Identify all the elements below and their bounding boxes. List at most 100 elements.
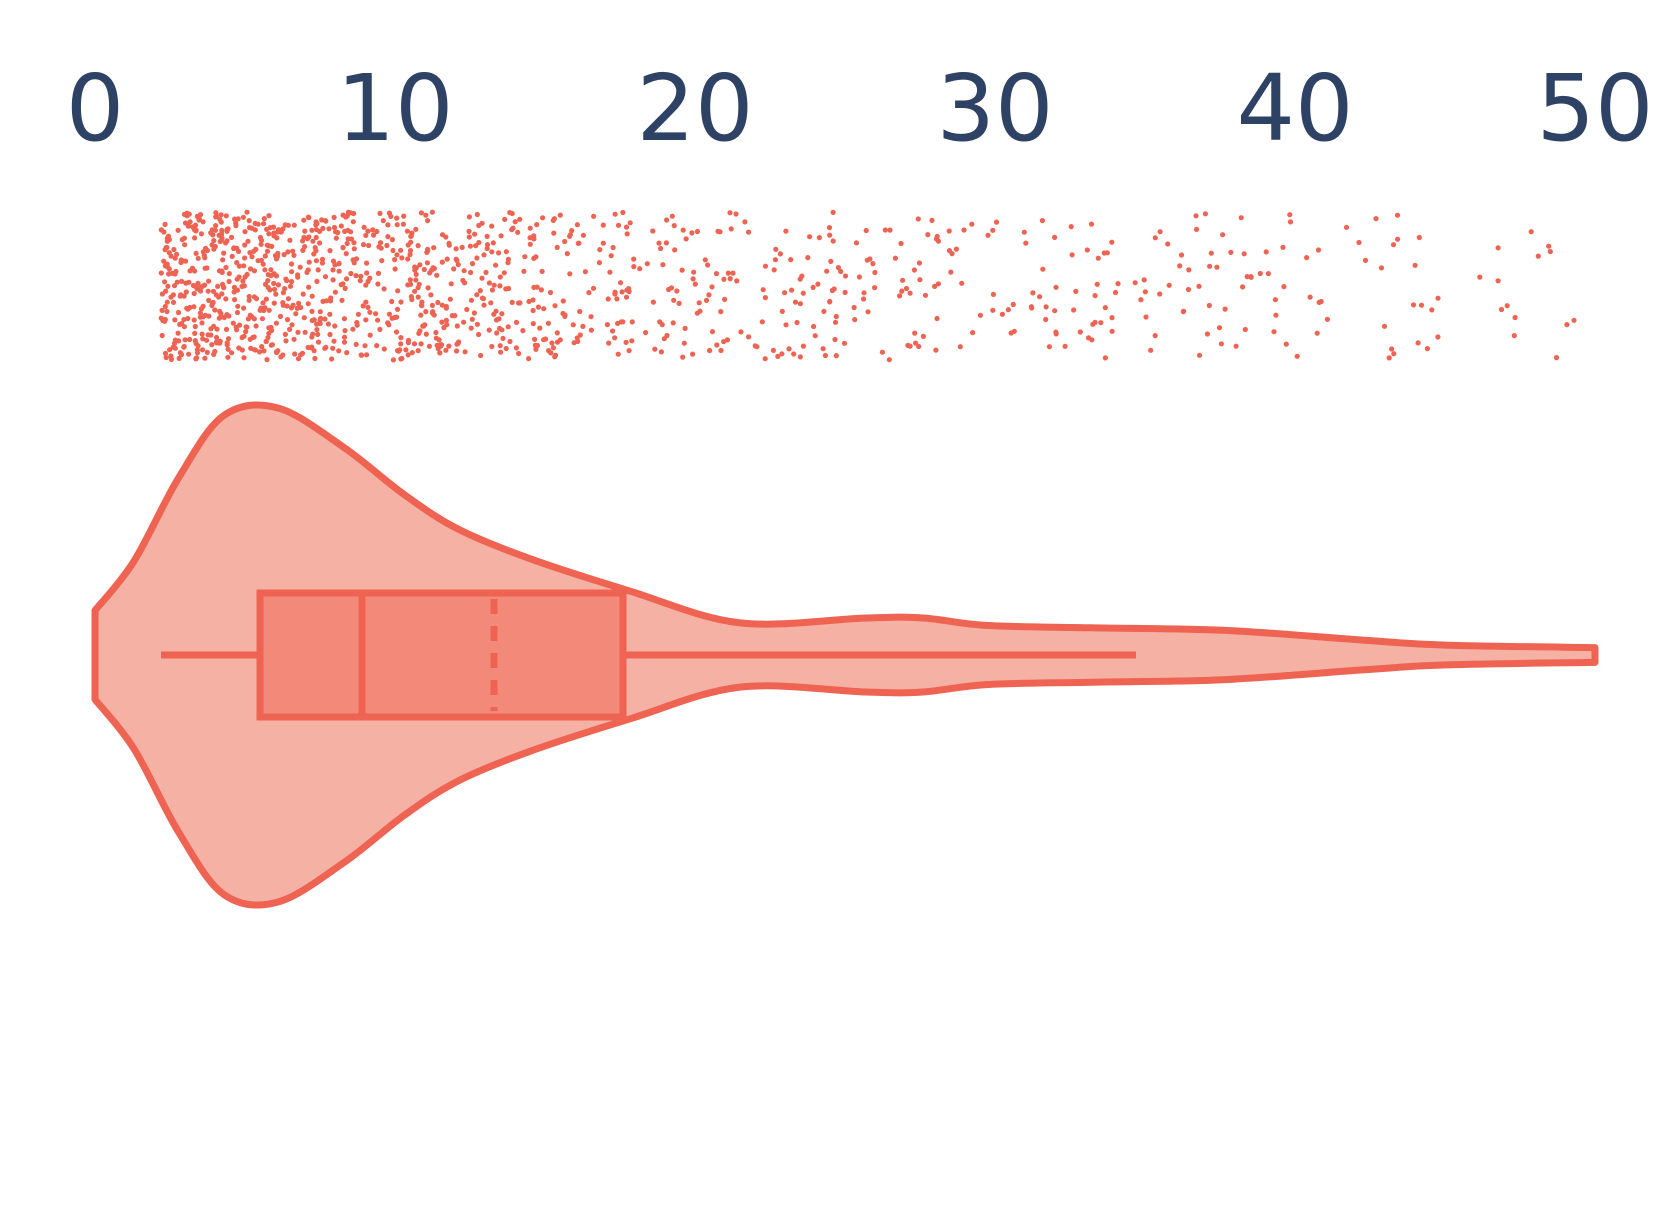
data-point <box>421 323 427 329</box>
data-point <box>165 283 171 289</box>
data-point <box>327 248 333 254</box>
data-point <box>1238 215 1244 221</box>
data-point <box>180 258 186 264</box>
data-point <box>357 278 363 284</box>
data-point <box>1207 263 1213 269</box>
data-point <box>245 238 251 244</box>
data-point <box>202 355 208 361</box>
data-point <box>260 221 267 227</box>
data-point <box>198 306 204 312</box>
data-point <box>311 317 317 323</box>
data-point <box>175 330 181 336</box>
data-point <box>217 238 223 245</box>
data-point <box>1030 290 1036 296</box>
x-tick-label: 50 <box>1536 55 1653 162</box>
data-point <box>253 296 260 302</box>
data-point <box>415 348 421 354</box>
data-point <box>1094 281 1100 287</box>
data-point <box>886 357 892 363</box>
data-point <box>1504 303 1510 309</box>
data-point <box>600 240 606 246</box>
data-point <box>1233 343 1239 349</box>
data-point <box>466 234 472 240</box>
data-point <box>797 301 804 307</box>
data-point <box>395 288 401 294</box>
data-point <box>245 316 251 322</box>
data-point <box>674 288 680 294</box>
data-point <box>322 274 329 280</box>
data-point <box>497 343 503 349</box>
data-point <box>288 261 295 267</box>
data-point <box>629 338 635 344</box>
data-point <box>810 284 816 290</box>
data-point <box>762 295 769 301</box>
data-point <box>532 342 539 348</box>
data-point <box>274 349 280 356</box>
data-point <box>319 260 325 266</box>
data-point <box>162 247 168 253</box>
data-point <box>783 228 789 234</box>
data-point <box>1314 330 1320 336</box>
data-point <box>946 248 953 254</box>
x-tick-label: 30 <box>936 55 1053 162</box>
x-tick-label: 0 <box>66 55 125 162</box>
data-point <box>305 267 311 273</box>
data-point <box>671 223 677 229</box>
data-point <box>724 337 731 343</box>
data-point <box>1395 236 1401 242</box>
data-point <box>230 320 236 326</box>
data-point <box>235 303 241 309</box>
data-point <box>376 244 382 250</box>
data-point <box>1208 250 1214 256</box>
data-point <box>580 323 586 329</box>
data-point <box>261 348 267 354</box>
data-point <box>269 342 275 348</box>
data-point <box>160 317 166 324</box>
data-point <box>532 336 538 342</box>
data-point <box>917 277 923 283</box>
data-point <box>216 294 222 300</box>
data-point <box>805 255 811 261</box>
data-point <box>212 348 218 355</box>
data-point <box>433 329 439 336</box>
data-point <box>480 296 486 302</box>
data-point <box>411 341 418 347</box>
data-point <box>398 335 404 341</box>
data-point <box>1571 317 1577 323</box>
data-point <box>287 237 293 243</box>
data-point <box>267 225 273 231</box>
data-point <box>541 337 547 343</box>
data-point <box>535 304 542 310</box>
data-point <box>1553 355 1560 361</box>
data-point <box>301 217 307 223</box>
data-point <box>271 300 277 306</box>
data-point <box>186 351 192 357</box>
data-point <box>331 338 337 344</box>
data-point <box>574 222 581 228</box>
data-point <box>164 308 170 315</box>
data-point <box>702 257 708 263</box>
data-point <box>502 216 508 222</box>
data-point <box>350 257 356 263</box>
data-point <box>468 297 474 303</box>
data-point <box>405 337 412 343</box>
data-point <box>377 326 383 332</box>
data-point <box>935 281 942 287</box>
data-point <box>237 322 243 328</box>
data-point <box>273 291 279 297</box>
data-point <box>394 215 400 221</box>
data-point <box>260 300 266 306</box>
data-point <box>841 340 848 346</box>
data-point <box>1390 242 1397 248</box>
data-point <box>451 266 457 272</box>
data-point <box>280 226 286 232</box>
data-point <box>526 298 532 305</box>
data-point <box>443 317 449 323</box>
data-point <box>172 345 178 351</box>
data-point <box>375 317 381 323</box>
data-point <box>658 349 665 355</box>
data-point <box>243 329 249 335</box>
data-point <box>476 239 482 246</box>
data-point <box>331 224 338 231</box>
data-point <box>343 214 349 220</box>
